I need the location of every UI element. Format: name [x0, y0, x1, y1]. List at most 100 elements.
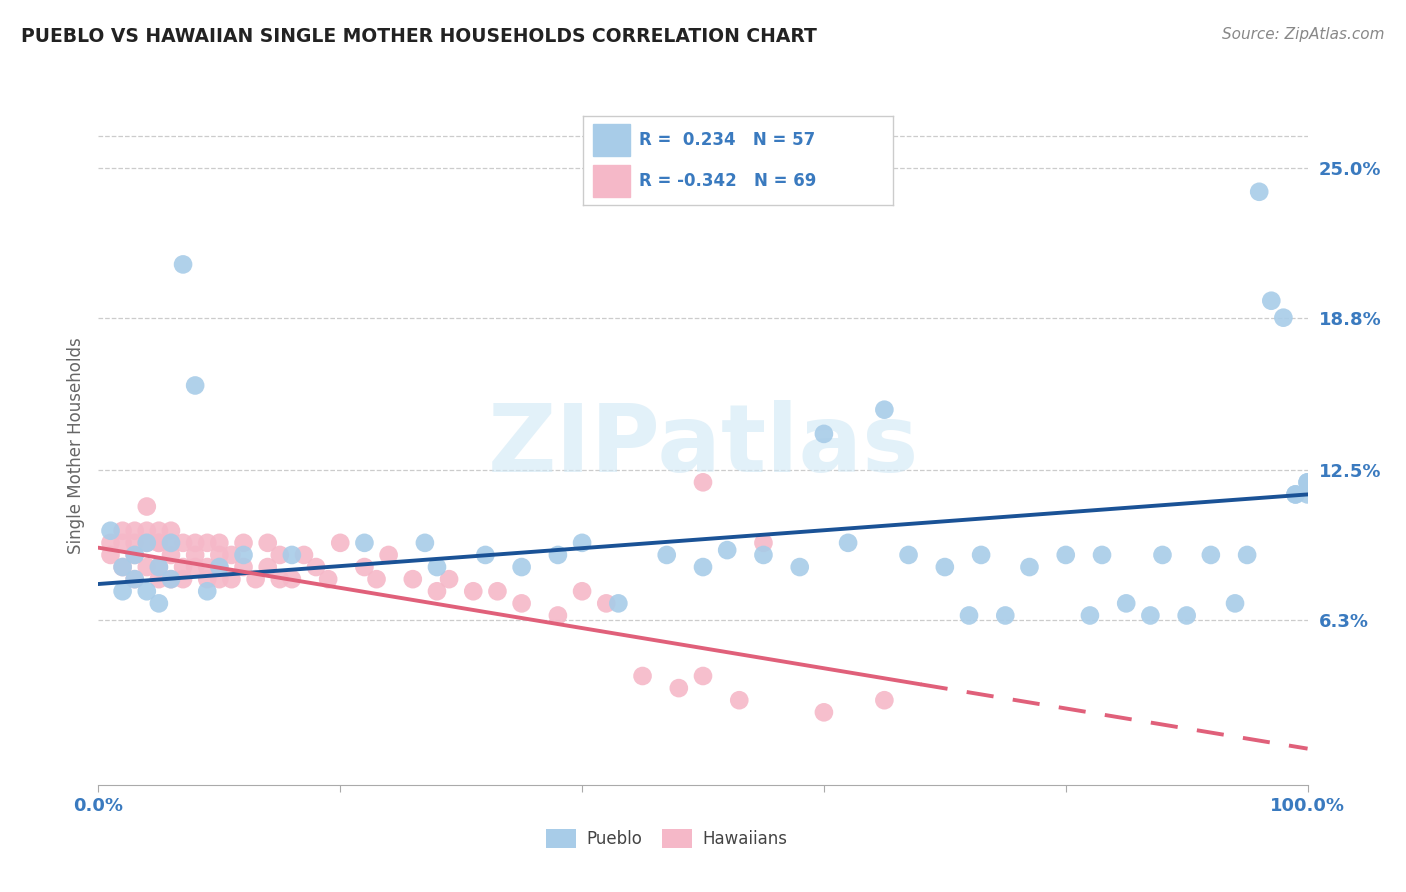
Point	[148, 524, 170, 538]
Point	[208, 548, 231, 562]
Point	[160, 536, 183, 550]
Point	[1018, 560, 1040, 574]
Point	[631, 669, 654, 683]
Point	[135, 560, 157, 574]
Point	[668, 681, 690, 695]
Point	[1296, 487, 1319, 501]
Point	[1115, 596, 1137, 610]
Point	[1152, 548, 1174, 562]
Text: PUEBLO VS HAWAIIAN SINGLE MOTHER HOUSEHOLDS CORRELATION CHART: PUEBLO VS HAWAIIAN SINGLE MOTHER HOUSEHO…	[21, 27, 817, 45]
Point	[353, 560, 375, 574]
Y-axis label: Single Mother Households: Single Mother Households	[66, 338, 84, 554]
Point	[789, 560, 811, 574]
Point	[716, 543, 738, 558]
Point	[184, 536, 207, 550]
Point	[547, 608, 569, 623]
Point	[124, 572, 146, 586]
Point	[510, 596, 533, 610]
Point	[957, 608, 980, 623]
Point	[752, 548, 775, 562]
Point	[292, 548, 315, 562]
Point	[184, 548, 207, 562]
Point	[195, 584, 218, 599]
Point	[329, 536, 352, 550]
Point	[1223, 596, 1246, 610]
Point	[752, 536, 775, 550]
Point	[221, 572, 243, 586]
Point	[1260, 293, 1282, 308]
Point	[111, 536, 134, 550]
Point	[148, 536, 170, 550]
Point	[172, 572, 194, 586]
Point	[148, 572, 170, 586]
Point	[970, 548, 993, 562]
Point	[135, 536, 157, 550]
Point	[316, 572, 339, 586]
Point	[160, 524, 183, 538]
Point	[655, 548, 678, 562]
Text: R =  0.234   N = 57: R = 0.234 N = 57	[640, 131, 815, 149]
Point	[195, 560, 218, 574]
Point	[232, 548, 254, 562]
Point	[124, 572, 146, 586]
Point	[124, 548, 146, 562]
Point	[135, 524, 157, 538]
Point	[426, 584, 449, 599]
Point	[1272, 310, 1295, 325]
Point	[353, 536, 375, 550]
Point	[595, 596, 617, 610]
Point	[873, 402, 896, 417]
Point	[692, 560, 714, 574]
Point	[172, 257, 194, 271]
Point	[148, 536, 170, 550]
Point	[195, 572, 218, 586]
Point	[232, 560, 254, 574]
Point	[1296, 475, 1319, 490]
Point	[111, 560, 134, 574]
Point	[256, 560, 278, 574]
Point	[281, 572, 304, 586]
Point	[111, 584, 134, 599]
Point	[437, 572, 460, 586]
Text: Source: ZipAtlas.com: Source: ZipAtlas.com	[1222, 27, 1385, 42]
Point	[897, 548, 920, 562]
Point	[413, 536, 436, 550]
Point	[426, 560, 449, 574]
Point	[184, 560, 207, 574]
Bar	[593, 165, 630, 197]
Point	[208, 536, 231, 550]
Point	[100, 536, 122, 550]
Point	[100, 524, 122, 538]
Point	[934, 560, 956, 574]
Point	[1175, 608, 1198, 623]
Point	[813, 706, 835, 720]
Point	[221, 548, 243, 562]
Point	[463, 584, 485, 599]
Point	[135, 536, 157, 550]
Point	[1284, 487, 1306, 501]
Point	[873, 693, 896, 707]
Point	[547, 548, 569, 562]
Point	[607, 596, 630, 610]
Point	[1249, 185, 1271, 199]
Point	[208, 560, 231, 574]
Point	[269, 572, 291, 586]
Point	[148, 560, 170, 574]
Point	[1296, 475, 1319, 490]
Bar	[593, 124, 630, 156]
Point	[1054, 548, 1077, 562]
Point	[510, 560, 533, 574]
Point	[837, 536, 859, 550]
Point	[135, 584, 157, 599]
Point	[994, 608, 1017, 623]
Point	[366, 572, 388, 586]
Point	[474, 548, 496, 562]
Point	[160, 572, 183, 586]
Point	[208, 572, 231, 586]
Point	[208, 560, 231, 574]
Point	[305, 560, 328, 574]
Point	[1139, 608, 1161, 623]
Point	[148, 560, 170, 574]
Point	[1284, 487, 1306, 501]
Point	[1236, 548, 1258, 562]
